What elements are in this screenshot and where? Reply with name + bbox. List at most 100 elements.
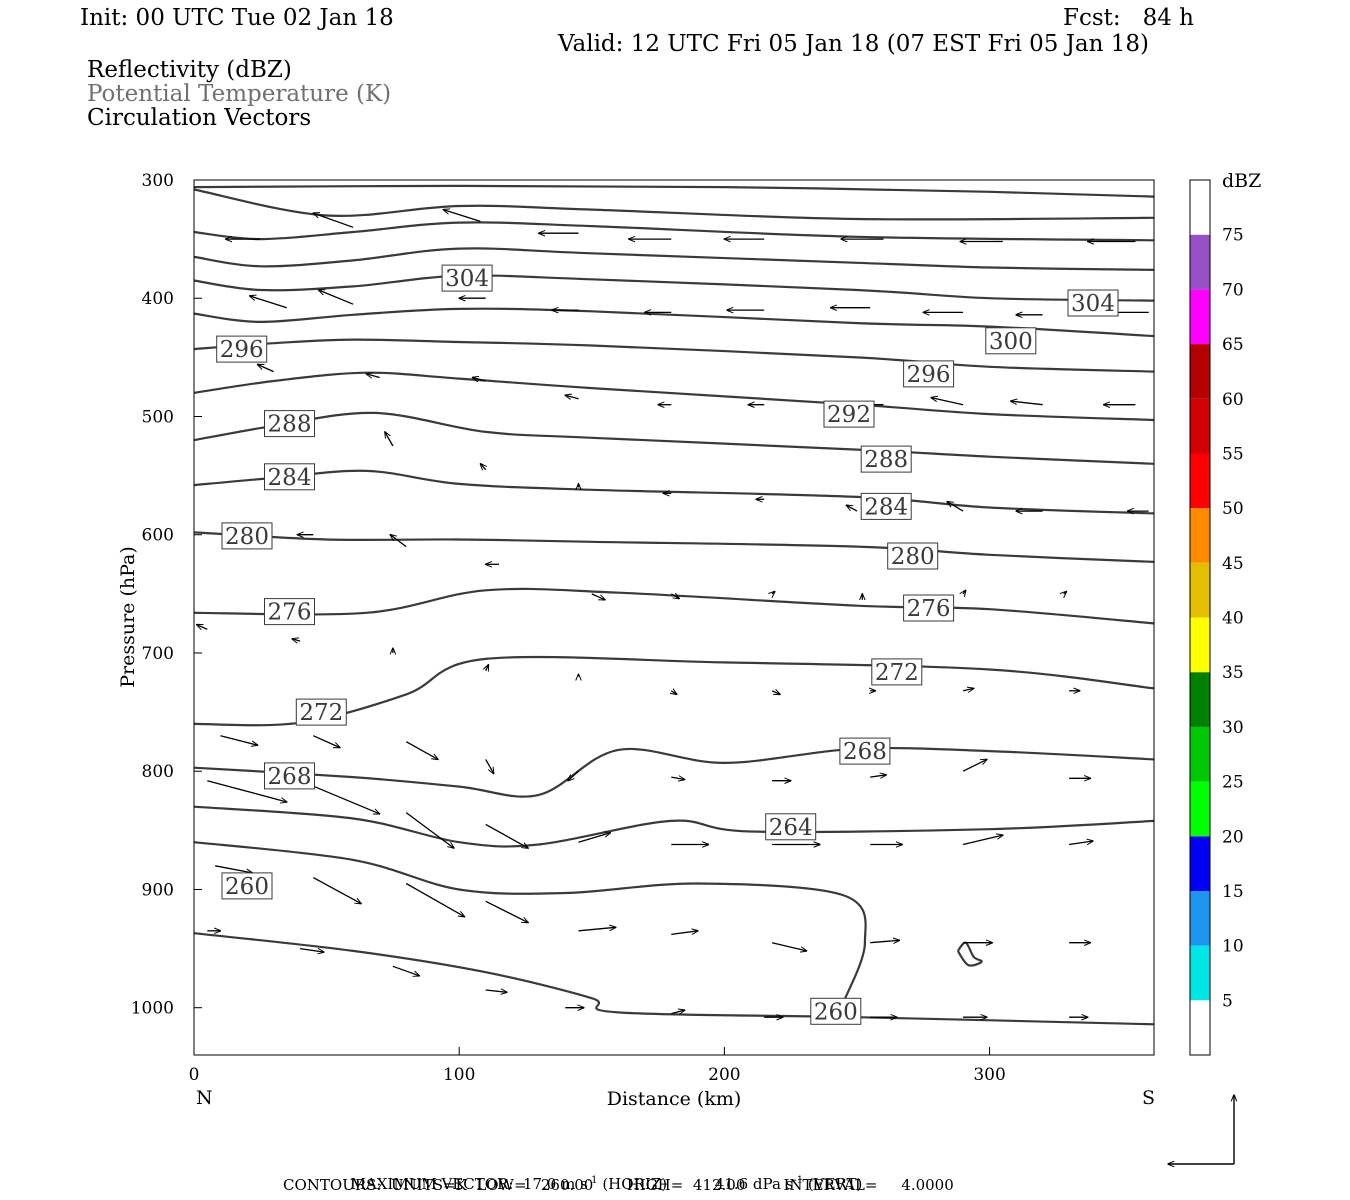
x-tick-label: 100	[443, 1065, 475, 1085]
colorbar-swatch	[1190, 234, 1210, 290]
circulation-vector	[671, 1010, 684, 1014]
contour-label: 300	[989, 329, 1033, 355]
colorbar-label: 5	[1222, 991, 1233, 1011]
colorbar-label: 45	[1222, 554, 1244, 574]
circulation-vector	[258, 365, 274, 373]
contour-label-box	[860, 492, 912, 520]
contour-label: 260	[225, 874, 269, 900]
north-label: N	[196, 1087, 213, 1109]
circulation-vector	[392, 965, 420, 976]
contour-label-box	[441, 264, 493, 292]
max-vector-line: MAXIMUM VECTOR: 17.0 m s-1 (HORIZ) 41.6 …	[341, 1157, 863, 1193]
field-potential-temperature: Potential Temperature (K)	[87, 81, 392, 107]
contour-label: 260	[814, 999, 858, 1025]
colorbar-label: 50	[1222, 499, 1244, 519]
circulation-vector	[473, 378, 486, 382]
circulation-vector	[931, 398, 964, 406]
colorbar-label: 15	[1222, 882, 1244, 902]
circulation-vectors	[197, 210, 1149, 1018]
field-reflectivity: Reflectivity (dBZ)	[87, 57, 292, 83]
isentrope	[193, 469, 1155, 515]
south-label: S	[1142, 1087, 1155, 1109]
contour-label: 276	[268, 600, 312, 626]
contours-line: CONTOURS: UNITS=K LOW= 260.00 HIGH= 412.…	[283, 1176, 954, 1194]
circulation-vector	[207, 780, 286, 802]
isentrope	[193, 746, 1155, 798]
colorbar-label: 10	[1222, 937, 1244, 957]
circulation-vector	[1069, 841, 1093, 846]
circulation-vector	[319, 290, 354, 305]
circulation-vector	[671, 777, 684, 779]
contour-label-box	[264, 598, 315, 626]
contour-label-box	[264, 463, 315, 491]
colorbar-swatch	[1190, 726, 1210, 782]
contour-label: 288	[268, 412, 312, 438]
circulation-vector	[947, 502, 964, 512]
contour-label: 304	[1071, 291, 1115, 317]
forecast-hour: Fcst: 84 h	[1063, 5, 1194, 31]
contour-label: 280	[225, 524, 269, 550]
vert-suffix: (VERT)	[807, 1175, 863, 1193]
contour-label: 268	[843, 739, 887, 765]
contour-label: 288	[864, 447, 908, 473]
circulation-vector	[300, 947, 324, 953]
contour-label: 296	[907, 362, 951, 388]
max-vector-horiz: 17.0 m s	[522, 1175, 588, 1193]
circulation-vector	[405, 812, 454, 849]
colorbar-swatch	[1190, 508, 1210, 563]
contour-label: 284	[864, 494, 908, 520]
colorbar-swatch	[1190, 781, 1210, 837]
y-tick-label: 300	[142, 171, 174, 191]
valid-time: Valid: 12 UTC Fri 05 Jan 18 (07 EST Fri …	[558, 31, 1149, 57]
colorbar-swatch	[1190, 562, 1210, 618]
isentrope	[193, 247, 1155, 271]
circulation-vector	[385, 432, 394, 447]
circulation-vector	[870, 775, 886, 777]
colorbar-label: 20	[1222, 827, 1244, 847]
contour-label-box	[264, 762, 315, 790]
circulation-vector	[220, 735, 258, 746]
colorbar-swatch	[1190, 617, 1210, 673]
colorbar-label: 65	[1222, 335, 1244, 355]
y-tick-label: 900	[142, 880, 174, 900]
colorbar-swatch	[1190, 344, 1210, 399]
isentrope	[193, 411, 1155, 465]
circulation-vector	[1011, 401, 1043, 406]
contour-label-box	[985, 327, 1037, 355]
circulation-vector	[772, 592, 775, 594]
contour-label-box	[860, 445, 912, 473]
circulation-vector	[771, 691, 780, 695]
circulation-vector	[480, 464, 485, 470]
reference-vector-icon	[1168, 1095, 1234, 1164]
contour-label-box	[871, 658, 923, 686]
isentrope	[193, 184, 1155, 198]
y-axis-title: Pressure (hPa)	[117, 546, 139, 688]
circulation-vector	[312, 877, 361, 904]
circulation-vector	[485, 900, 528, 922]
contour-label: 276	[907, 596, 951, 622]
plot-frame	[193, 179, 1155, 1056]
max-vector-vert: 41.6 dPa s	[714, 1175, 794, 1193]
contour-label-box	[810, 997, 862, 1025]
circulation-vector	[962, 759, 987, 772]
contour-label-box	[221, 872, 273, 900]
colorbar-swatch	[1190, 836, 1210, 891]
circulation-vector	[591, 593, 605, 600]
circulation-vector	[671, 691, 676, 695]
vert-exponent: -1	[793, 1175, 804, 1186]
init-time: Init: 00 UTC Tue 02 Jan 18	[80, 5, 394, 31]
contour-label: 268	[268, 764, 312, 790]
circulation-vector	[670, 594, 679, 599]
colorbar-unit: dBZ	[1222, 170, 1261, 192]
circulation-vector	[390, 535, 407, 548]
isentrope	[193, 274, 1155, 302]
colorbar-label: 40	[1222, 609, 1244, 629]
contour-label-box	[295, 698, 347, 726]
contour-label: 284	[268, 465, 312, 491]
isentrope	[193, 221, 1155, 242]
colorbar-swatch	[1190, 672, 1210, 727]
y-tick-label: 1000	[131, 999, 174, 1019]
isentrope	[193, 841, 867, 1003]
circulation-vector	[250, 296, 287, 309]
contour-label-box	[903, 360, 955, 388]
